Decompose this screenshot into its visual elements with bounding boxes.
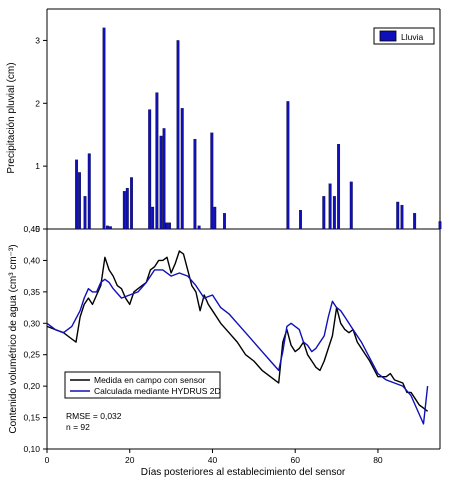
top-y-ticks: 0 1 2 3	[35, 35, 47, 234]
top-y-tick-label: 0	[35, 224, 40, 234]
rain-bar	[176, 40, 180, 230]
rain-bars	[75, 27, 442, 230]
top-y-axis-label: Precipitación pluvial (cm)	[6, 62, 17, 173]
rain-bar	[349, 181, 353, 230]
simulated-series-line	[46, 269, 429, 425]
rain-bar	[102, 27, 106, 230]
bottom-legend-box	[64, 371, 221, 399]
rain-bar	[332, 196, 336, 230]
rain-bar	[168, 222, 171, 230]
rain-bar	[87, 153, 91, 230]
rain-bar	[155, 92, 159, 230]
rain-bar	[125, 187, 129, 230]
rain-bar	[148, 109, 152, 230]
bottom-y-tick-label: 0,20	[23, 381, 40, 391]
bottom-y-tick-label: 0,10	[23, 444, 40, 454]
rain-bar	[180, 108, 184, 230]
rain-bar	[165, 222, 169, 230]
x-tick-label: 60	[290, 455, 300, 465]
legend-label-lluvia: Lluvia	[401, 32, 423, 42]
rain-bar	[83, 196, 87, 230]
rain-bar	[108, 226, 112, 230]
annotation-n: n = 92	[66, 422, 90, 432]
bottom-y-tick-label: 0,45	[23, 224, 40, 234]
legend-label-simulated: Calculada mediante HYDRUS 2D	[94, 386, 221, 396]
rain-bar	[438, 221, 442, 230]
rainfall-panel: 0 1 2 3 Precipitación pluvial (cm) Lluvia	[6, 8, 442, 234]
bottom-y-tick-label: 0,35	[23, 287, 40, 297]
bottom-y-tick-label: 0,40	[23, 255, 40, 265]
x-tick-label: 80	[373, 455, 383, 465]
rain-bar	[400, 204, 404, 230]
rain-bar	[213, 206, 217, 230]
x-tick-label: 40	[208, 455, 218, 465]
top-y-tick-label: 1	[35, 161, 40, 171]
rain-bar	[105, 225, 109, 230]
rain-bar	[223, 213, 226, 230]
top-legend: Lluvia	[373, 27, 435, 45]
rain-bar	[75, 159, 79, 230]
top-y-tick-label: 2	[35, 98, 40, 108]
x-axis-label: Días posteriores al establecimiento del …	[141, 467, 346, 478]
rain-bar	[322, 196, 326, 230]
rain-bar	[328, 183, 332, 230]
rain-bar	[193, 138, 197, 230]
rain-bar	[197, 225, 201, 230]
measured-series-line	[46, 250, 429, 412]
rain-bar	[122, 191, 126, 230]
rain-bar	[413, 213, 417, 230]
rain-bar	[151, 206, 155, 230]
rain-bar	[210, 132, 214, 230]
annotation-rmse: RMSE = 0,032	[66, 411, 122, 421]
bottom-legend: Medida en campo con sensor Calculada med…	[64, 371, 221, 399]
x-tick-label: 20	[125, 455, 135, 465]
rain-bar	[396, 201, 400, 230]
bottom-y-ticks: 0,10 0,15 0,20 0,25 0,30 0,35 0,40 0,45	[23, 224, 47, 454]
water-content-lines	[46, 250, 429, 425]
rain-bar	[159, 135, 163, 230]
bottom-y-axis-label: Contenido volumétrico de agua (cm³ cm⁻³)	[8, 244, 19, 433]
bottom-y-tick-label: 0,25	[23, 350, 40, 360]
rain-bar	[130, 177, 133, 230]
rain-bar	[78, 172, 81, 230]
rain-bar	[286, 101, 290, 230]
legend-label-measured: Medida en campo con sensor	[94, 375, 206, 385]
top-y-tick-label: 3	[35, 35, 40, 45]
water-content-panel: 0,10 0,15 0,20 0,25 0,30 0,35 0,40 0,45 0 20 40 60…	[8, 224, 441, 478]
bottom-y-tick-label: 0,15	[23, 413, 40, 423]
rain-bar	[337, 143, 341, 230]
bottom-y-tick-label: 0,30	[23, 318, 40, 328]
bottom-x-ticks: 0 20 40 60 80	[45, 449, 383, 465]
rain-bar	[299, 209, 302, 230]
x-tick-label: 0	[45, 455, 50, 465]
legend-swatch-lluvia	[379, 30, 397, 42]
rain-bar	[162, 128, 166, 230]
